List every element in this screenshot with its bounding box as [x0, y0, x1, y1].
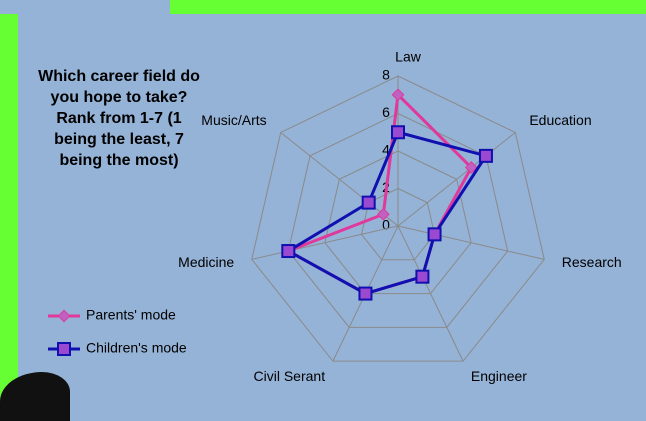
spoke — [397, 225, 464, 362]
spoke — [397, 132, 516, 227]
spoke — [280, 132, 399, 227]
r-tick-label: 6 — [382, 104, 390, 120]
marker — [358, 286, 373, 301]
marker — [464, 161, 478, 174]
chart-area — [18, 14, 646, 421]
r-tick-label: 4 — [382, 142, 390, 158]
marker — [391, 125, 405, 140]
decoration — [0, 372, 70, 421]
marker — [281, 244, 296, 259]
grid-ring — [251, 75, 545, 362]
series-line — [285, 130, 489, 296]
legend-marker — [57, 309, 71, 323]
r-tick-label: 8 — [382, 67, 390, 83]
marker — [361, 195, 376, 210]
r-tick-label: 0 — [382, 217, 390, 233]
legend-marker — [57, 342, 71, 356]
chart-title: Which career field do you hope to take? … — [38, 68, 200, 169]
legend-label: Parents' mode — [86, 307, 176, 323]
category-label: Music/Arts — [201, 112, 266, 128]
category-label: Research — [562, 254, 622, 270]
legend-label: Children's mode — [86, 340, 187, 356]
marker — [391, 88, 405, 102]
category-label: Education — [529, 112, 591, 128]
category-label: Medicine — [178, 254, 234, 270]
marker — [478, 148, 493, 163]
marker — [427, 227, 442, 242]
grid-ring — [287, 112, 509, 328]
category-label: Engineer — [471, 368, 527, 384]
marker — [376, 207, 390, 221]
spoke — [251, 225, 399, 260]
spoke — [397, 225, 545, 260]
background — [0, 0, 170, 14]
marker — [415, 269, 430, 284]
category-label: Civil Serant — [254, 368, 326, 384]
category-label: Law — [395, 49, 422, 65]
